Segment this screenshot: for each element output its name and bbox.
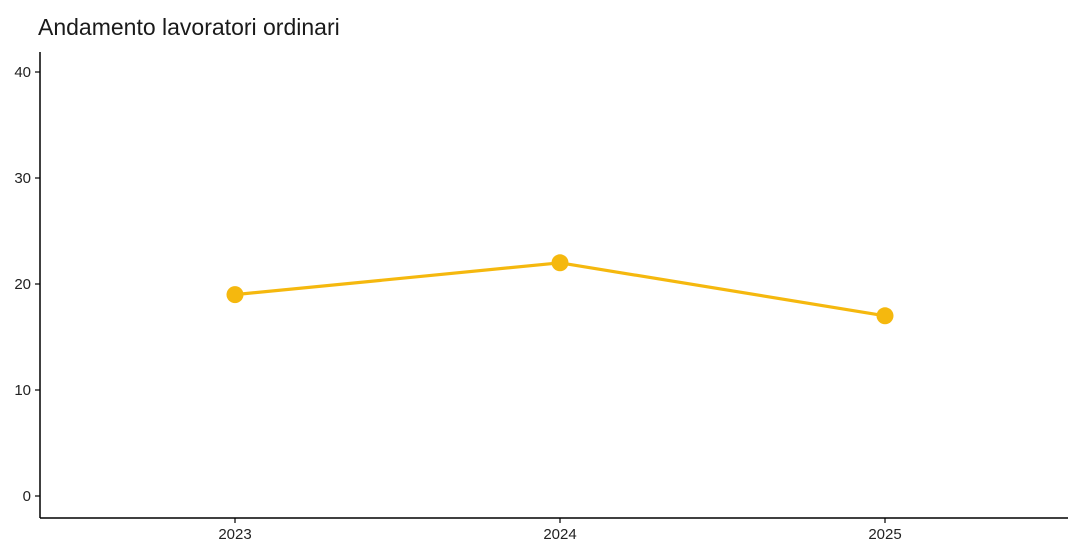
data-point (226, 286, 244, 304)
y-tick-label: 0 (23, 488, 31, 505)
y-tick-label: 10 (14, 382, 31, 399)
chart-title: Andamento lavoratori ordinari (38, 14, 340, 40)
series-layer (226, 254, 894, 325)
x-tick-label: 2023 (218, 526, 251, 542)
y-axis: 0 10 20 30 40 (14, 52, 41, 518)
y-tick-label: 30 (14, 170, 31, 187)
y-ticks: 0 10 20 30 40 (14, 64, 40, 505)
y-tick-label: 20 (14, 276, 31, 293)
y-tick-label: 40 (14, 64, 31, 81)
data-point (551, 254, 569, 272)
x-axis: 2023 2024 2025 (40, 517, 1068, 542)
x-tick-label: 2025 (868, 526, 901, 542)
x-tick-label: 2024 (543, 526, 576, 542)
x-ticks: 2023 2024 2025 (218, 518, 902, 542)
data-point (876, 307, 894, 325)
